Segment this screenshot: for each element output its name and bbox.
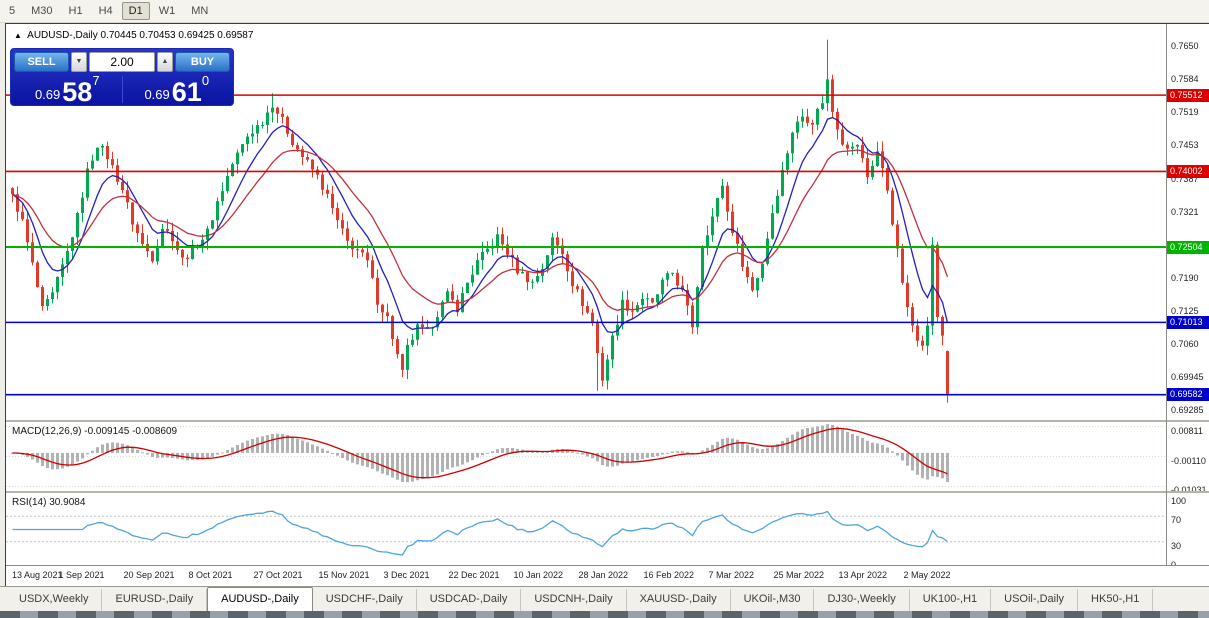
price-axis-label: 0.7650: [1171, 40, 1199, 51]
time-axis-label: 13 Apr 2022: [838, 570, 888, 580]
time-axis: 13 Aug 2021 1 Sep 2021 20 Sep 2021 8 Oct 20…: [6, 565, 1209, 587]
one-click-trade-panel: SELL ▼ 2.00 ▲ BUY 0.69 58 7 0.69 61 0: [10, 48, 234, 106]
chart-tab-uk100-h1[interactable]: UK100-,H1: [910, 589, 992, 611]
price-axis-label: 0.7387: [1171, 173, 1199, 184]
time-axis-label: 22 Dec 2021: [448, 570, 500, 580]
time-axis-label: 2 May 2022: [903, 570, 951, 580]
sell-price-sup: 7: [92, 73, 100, 88]
chart-tab-bar: USDX,Weekly EURUSD-,Daily AUDUSD-,Daily USD…: [0, 586, 1209, 611]
time-axis-label: 10 Jan 2022: [513, 570, 564, 580]
time-axis-label: 3 Dec 2021: [383, 570, 430, 580]
time-axis-label: 27 Oct 2021: [253, 570, 303, 580]
chart-ohlc-readout: 0.70445 0.70453 0.69425 0.69587: [100, 30, 254, 41]
chart-tab-dj30-weekly[interactable]: DJ30-,Weekly: [814, 589, 910, 611]
price-level-tag: 0.72504: [1167, 240, 1209, 254]
price-axis-label: 0.7321: [1171, 206, 1199, 217]
price-axis-label: 0.69285: [1171, 405, 1204, 416]
time-axis-label: 16 Feb 2022: [643, 570, 695, 580]
timeframe-button-w1[interactable]: W1: [158, 5, 176, 17]
price-level-tag: 0.74002: [1167, 164, 1209, 178]
price-axis-label: 0.69945: [1171, 371, 1204, 382]
timeframe-button-m30[interactable]: M30: [31, 5, 53, 17]
sell-price-display[interactable]: 0.69 58 7: [14, 73, 121, 106]
time-axis-label: 7 Mar 2022: [708, 570, 755, 580]
sell-button[interactable]: SELL: [14, 52, 69, 72]
price-level-tag: 0.75512: [1167, 88, 1209, 102]
chart-tab-usoil-daily[interactable]: USOil-,Daily: [991, 589, 1079, 611]
macd-axis-label: -0.01031: [1171, 485, 1207, 495]
chart-tab-usdx-weekly[interactable]: USDX,Weekly: [6, 589, 103, 611]
timeframe-button-h1[interactable]: H1: [68, 5, 83, 17]
time-axis-label: 1 Sep 2021: [58, 570, 105, 580]
time-axis-label: 8 Oct 2021: [188, 570, 233, 580]
chart-tab-xauusd-daily[interactable]: XAUUSD-,Daily: [627, 589, 731, 611]
price-axis-label: 0.7584: [1171, 74, 1199, 85]
price-level-tag: 0.71013: [1167, 315, 1209, 329]
chart-tab-usdcnh-daily[interactable]: USDCNH-,Daily: [521, 589, 627, 611]
candlestick-chart[interactable]: [6, 24, 1166, 420]
buy-price-big: 61: [171, 76, 202, 107]
buy-price-sup: 0: [201, 73, 210, 88]
price-divider: [121, 76, 123, 103]
main-chart-panel[interactable]: ▲ AUDUSD-,Daily 0.70445 0.70453 0.69425 …: [6, 24, 1209, 420]
buy-price-small: 0.69: [144, 87, 170, 102]
price-axis-label: 0.7519: [1171, 106, 1199, 117]
chart-tab-ukoil-m30[interactable]: UKOil-,M30: [731, 589, 815, 611]
horizontal-scrollbar[interactable]: [0, 611, 1209, 618]
chart-symbol-period: AUDUSD-,Daily: [27, 30, 98, 41]
price-level-tag: 0.69582: [1167, 388, 1209, 402]
price-axis-label: 0.7190: [1171, 273, 1199, 284]
chart-window: ▲ AUDUSD-,Daily 0.70445 0.70453 0.69425 …: [5, 23, 1209, 587]
rsi-panel[interactable]: RSI(14) 30.9084 10070300: [6, 491, 1209, 570]
chart-tab-usdcad-daily[interactable]: USDCAD-,Daily: [417, 589, 522, 611]
time-axis-label: 13 Aug 2021: [12, 570, 63, 580]
rsi-axis-label: 70: [1171, 515, 1182, 526]
timeframe-button-h4[interactable]: H4: [98, 5, 113, 17]
price-axis-label: 0.7060: [1171, 338, 1199, 349]
axis-separator: [1166, 24, 1167, 565]
chart-tab-eurusd-daily[interactable]: EURUSD-,Daily: [102, 589, 208, 611]
time-axis-label: 15 Nov 2021: [318, 570, 370, 580]
timeframe-button-mn[interactable]: MN: [191, 5, 209, 17]
chart-collapse-icon[interactable]: ▲: [14, 31, 22, 40]
price-axis-label: 0.7453: [1171, 140, 1199, 151]
chart-tab-hk50-h1[interactable]: HK50-,H1: [1078, 589, 1154, 611]
lot-spinner-up[interactable]: ▲: [157, 52, 173, 72]
timeframe-toolbar: 5 M30 H1 H4 D1 W1 MN: [0, 0, 1209, 23]
macd-panel[interactable]: MACD(12,26,9) -0.009145 -0.008609 0.0081…: [6, 420, 1209, 495]
rsi-label: RSI(14) 30.9084: [12, 497, 86, 508]
rsi-axis-label: 100: [1171, 496, 1187, 506]
time-axis-label: 28 Jan 2022: [578, 570, 629, 580]
sell-price-small: 0.69: [34, 87, 61, 102]
rsi-axis-label: 30: [1171, 540, 1182, 551]
price-axis-label: 0.7125: [1171, 305, 1199, 316]
timeframe-button-d1[interactable]: D1: [121, 2, 150, 20]
macd-label: MACD(12,26,9) -0.009145 -0.008609: [12, 426, 178, 437]
lot-size-input[interactable]: 2.00: [89, 52, 155, 72]
time-axis-label: 20 Sep 2021: [123, 570, 175, 580]
buy-button[interactable]: BUY: [175, 52, 230, 72]
lot-spinner-down[interactable]: ▼: [71, 52, 87, 72]
macd-axis-label: -0.00110: [1171, 455, 1206, 466]
rsi-chart[interactable]: [6, 493, 1166, 565]
chart-tab-audusd-daily[interactable]: AUDUSD-,Daily: [207, 587, 313, 611]
macd-chart[interactable]: [6, 422, 1166, 491]
buy-price-display[interactable]: 0.69 61 0: [124, 73, 231, 106]
chart-tab-usdchf-daily[interactable]: USDCHF-,Daily: [313, 589, 417, 611]
macd-axis-label: 0.00811: [1171, 425, 1203, 436]
timeframe-button-5[interactable]: 5: [9, 5, 16, 17]
chart-title: ▲ AUDUSD-,Daily 0.70445 0.70453 0.69425 …: [14, 30, 253, 41]
sell-price-big: 58: [62, 76, 93, 107]
time-axis-label: 25 Mar 2022: [773, 570, 825, 580]
